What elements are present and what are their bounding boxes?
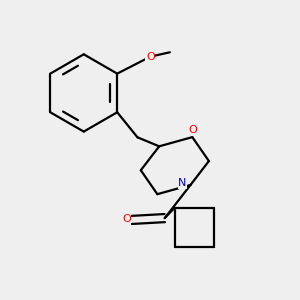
Text: N: N: [178, 178, 187, 188]
Text: O: O: [122, 214, 131, 224]
Text: O: O: [188, 125, 197, 135]
Text: O: O: [146, 52, 155, 62]
